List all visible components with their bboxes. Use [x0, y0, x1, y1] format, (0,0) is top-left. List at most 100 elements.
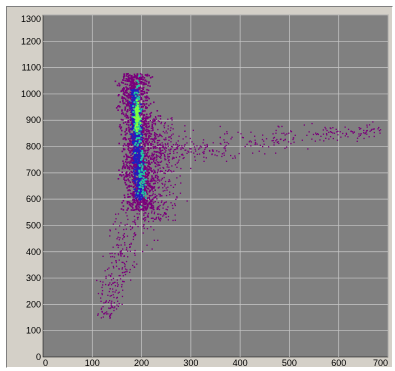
density-point	[144, 175, 146, 177]
density-point	[279, 138, 282, 141]
density-point	[148, 165, 150, 168]
density-point	[148, 201, 151, 204]
density-point	[128, 174, 131, 176]
density-point	[164, 201, 166, 204]
density-point	[133, 180, 135, 183]
density-point	[131, 96, 133, 99]
density-point	[190, 167, 192, 170]
density-point	[123, 271, 125, 273]
density-point	[160, 170, 162, 172]
density-point	[123, 148, 126, 151]
density-point	[129, 103, 132, 106]
density-point	[142, 131, 145, 133]
density-point	[150, 147, 152, 149]
density-point	[363, 132, 365, 134]
density-point	[142, 192, 144, 195]
density-point	[144, 176, 147, 179]
density-point	[139, 86, 141, 88]
density-point	[157, 187, 160, 189]
density-point	[121, 286, 123, 288]
density-point	[131, 127, 133, 130]
density-point	[124, 179, 126, 182]
density-point	[145, 180, 148, 182]
density-point	[237, 131, 239, 133]
density-point	[263, 143, 265, 145]
density-point	[134, 140, 137, 143]
density-point	[195, 150, 197, 152]
density-point	[172, 144, 175, 146]
density-point	[126, 201, 129, 203]
density-point	[154, 157, 156, 159]
density-point	[140, 160, 142, 163]
density-point	[158, 193, 160, 195]
density-point	[145, 117, 147, 119]
density-point	[141, 174, 144, 177]
density-point	[130, 85, 133, 88]
density-point	[132, 96, 134, 99]
density-point	[157, 182, 159, 184]
density-point	[163, 185, 166, 187]
density-point	[109, 230, 111, 232]
density-point	[121, 167, 124, 170]
density-point	[122, 88, 124, 90]
density-point	[138, 75, 141, 77]
density-point	[275, 132, 277, 134]
density-point	[142, 199, 144, 202]
density-point	[182, 157, 184, 160]
density-point	[206, 144, 208, 146]
density-point	[122, 165, 125, 167]
density-point	[153, 160, 155, 163]
density-point	[148, 172, 150, 175]
density-point	[131, 157, 133, 159]
density-point	[138, 210, 141, 212]
density-point	[119, 251, 121, 253]
density-point	[141, 165, 144, 167]
density-point	[146, 207, 148, 210]
density-point	[167, 128, 169, 130]
density-point	[124, 121, 127, 123]
density-point	[165, 208, 167, 210]
density-point	[150, 203, 153, 206]
density-point	[128, 144, 131, 146]
density-point	[193, 143, 195, 145]
density-point	[150, 143, 153, 145]
density-point	[132, 85, 135, 88]
density-point	[149, 163, 151, 165]
density-point	[125, 100, 127, 102]
density-point	[254, 142, 257, 144]
density-point	[110, 314, 112, 316]
density-point	[145, 133, 148, 135]
density-point	[117, 253, 119, 255]
density-point	[131, 91, 133, 94]
density-point	[109, 282, 111, 284]
density-point	[160, 214, 162, 216]
density-point	[110, 275, 112, 278]
density-point	[194, 159, 196, 161]
density-point	[110, 279, 113, 281]
density-point	[135, 233, 137, 236]
density-point	[136, 196, 139, 198]
density-point	[138, 80, 141, 82]
density-point	[139, 203, 142, 206]
density-point	[143, 200, 145, 202]
density-point	[140, 98, 143, 101]
density-point	[150, 195, 152, 197]
density-point	[140, 126, 142, 128]
density-point	[178, 135, 180, 137]
density-point	[121, 272, 124, 274]
density-point	[176, 177, 178, 179]
density-point	[159, 156, 162, 158]
density-point	[123, 143, 126, 145]
density-point	[145, 116, 147, 118]
density-point	[125, 249, 128, 251]
density-point	[112, 288, 114, 290]
density-point	[170, 145, 173, 148]
density-point	[136, 90, 138, 92]
density-point	[181, 147, 184, 149]
density-point	[135, 205, 137, 207]
density-point	[125, 179, 128, 182]
density-point	[159, 219, 161, 221]
density-point	[292, 137, 295, 139]
density-point	[159, 143, 161, 146]
density-point	[111, 305, 113, 307]
